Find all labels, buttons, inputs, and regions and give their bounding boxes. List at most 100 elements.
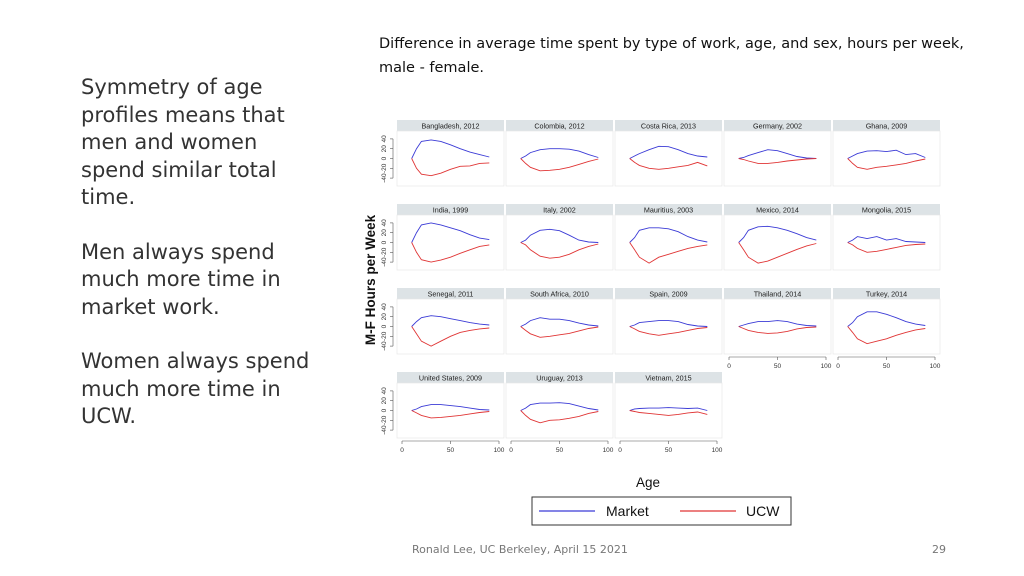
series-line-ucw-senegal-2011 bbox=[411, 326, 490, 347]
panel-plot-india-1999 bbox=[396, 214, 505, 271]
series-line-ucw-costa-rica-2013 bbox=[629, 158, 708, 170]
series-line-market-costa-rica-2013 bbox=[629, 145, 708, 159]
panel-label-senegal-2011: Senegal, 2011 bbox=[428, 289, 474, 298]
series-line-market-ghana-2009 bbox=[847, 149, 926, 159]
series-line-market-bangladesh-2012 bbox=[411, 139, 490, 159]
series-line-ucw-bangladesh-2012 bbox=[411, 158, 490, 177]
y-tick-label: 20 bbox=[381, 229, 388, 237]
panel-label-italy-2002: Italy, 2002 bbox=[543, 205, 576, 214]
series-line-market-spain-2009 bbox=[629, 320, 708, 327]
panel-plot-vietnam-2015 bbox=[614, 382, 723, 439]
panel-header-spain-2009 bbox=[615, 288, 722, 299]
panel-plot-costa-rica-2013 bbox=[614, 130, 723, 187]
x-tick-label: 0 bbox=[509, 447, 513, 454]
panel-header-thailand-2014 bbox=[724, 288, 831, 299]
x-tick-label: 100 bbox=[603, 447, 614, 454]
series-line-market-colombia-2012 bbox=[520, 148, 599, 159]
y-tick-label: -40 bbox=[381, 341, 388, 351]
y-tick-label: 0 bbox=[381, 156, 388, 160]
y-tick-label: -40 bbox=[381, 257, 388, 267]
panel-header-bangladesh-2012 bbox=[397, 120, 504, 131]
panel-label-costa-rica-2013: Costa Rica, 2013 bbox=[641, 121, 696, 130]
y-tick-label: 0 bbox=[381, 324, 388, 328]
y-tick-label: -20 bbox=[381, 247, 388, 257]
series-line-ucw-italy-2002 bbox=[520, 242, 599, 259]
x-tick-label: 0 bbox=[836, 363, 840, 370]
series-line-market-uruguay-2013 bbox=[520, 402, 599, 411]
x-tick-label: 0 bbox=[618, 447, 622, 454]
y-tick-label: 40 bbox=[381, 219, 388, 227]
panel-header-colombia-2012 bbox=[506, 120, 613, 131]
series-line-market-senegal-2011 bbox=[411, 315, 490, 327]
bullet-women-ucw: Women always spend much more time in UCW… bbox=[81, 349, 310, 428]
series-line-market-turkey-2014 bbox=[847, 311, 926, 327]
panel-label-india-1999: India, 1999 bbox=[433, 205, 469, 214]
panel-label-uruguay-2013: Uruguay, 2013 bbox=[536, 373, 583, 382]
x-tick-label: 50 bbox=[774, 363, 782, 370]
y-tick-label: -40 bbox=[381, 173, 388, 183]
panel-header-south-africa-2010 bbox=[506, 288, 613, 299]
panel-label-germany-2002: Germany, 2002 bbox=[753, 121, 802, 130]
series-line-market-mauritius-2003 bbox=[629, 227, 708, 243]
panel-label-ghana-2009: Ghana, 2009 bbox=[866, 121, 908, 130]
panel-label-colombia-2012: Colombia, 2012 bbox=[534, 121, 584, 130]
x-tick-label: 100 bbox=[712, 447, 723, 454]
panel-label-thailand-2014: Thailand, 2014 bbox=[754, 289, 802, 298]
x-tick-label: 100 bbox=[930, 363, 941, 370]
y-tick-label: -20 bbox=[381, 415, 388, 425]
series-line-ucw-india-1999 bbox=[411, 242, 490, 263]
panel-plot-mauritius-2003 bbox=[614, 214, 723, 271]
series-line-market-south-africa-2010 bbox=[520, 317, 599, 327]
series-line-ucw-spain-2009 bbox=[629, 326, 708, 336]
panel-plot-thailand-2014 bbox=[723, 298, 832, 355]
panel-label-mongolia-2015: Mongolia, 2015 bbox=[862, 205, 911, 214]
panel-header-united-states-2009 bbox=[397, 372, 504, 383]
series-line-ucw-colombia-2012 bbox=[520, 158, 599, 172]
panel-plot-bangladesh-2012 bbox=[396, 130, 505, 187]
x-tick-label: 50 bbox=[883, 363, 891, 370]
series-line-ucw-vietnam-2015 bbox=[629, 410, 708, 416]
panel-label-united-states-2009: United States, 2009 bbox=[419, 373, 482, 382]
bullet-men-market: Men always spend much more time in marke… bbox=[81, 239, 281, 319]
x-tick-label: 0 bbox=[400, 447, 404, 454]
series-line-ucw-uruguay-2013 bbox=[520, 410, 599, 424]
series-line-ucw-ghana-2009 bbox=[847, 158, 926, 170]
panel-header-costa-rica-2013 bbox=[615, 120, 722, 131]
footer-credit: Ronald Lee, UC Berkeley, April 15 2021 bbox=[412, 543, 628, 556]
x-tick-label: 0 bbox=[727, 363, 731, 370]
panel-header-germany-2002 bbox=[724, 120, 831, 131]
panel-header-india-1999 bbox=[397, 204, 504, 215]
legend-label-ucw: UCW bbox=[746, 503, 780, 519]
series-line-market-mexico-2014 bbox=[738, 225, 817, 243]
series-line-ucw-mexico-2014 bbox=[738, 242, 817, 264]
x-tick-label: 50 bbox=[556, 447, 564, 454]
panel-header-ghana-2009 bbox=[833, 120, 940, 131]
y-tick-label: 20 bbox=[381, 145, 388, 153]
x-tick-label: 100 bbox=[821, 363, 832, 370]
panel-label-spain-2009: Spain, 2009 bbox=[649, 289, 687, 298]
panel-header-senegal-2011 bbox=[397, 288, 504, 299]
y-axis-title: M-F Hours per Week bbox=[363, 214, 378, 345]
x-axis-title: Age bbox=[636, 475, 660, 490]
panel-plot-colombia-2012 bbox=[505, 130, 614, 187]
panel-header-turkey-2014 bbox=[833, 288, 940, 299]
panel-header-mongolia-2015 bbox=[833, 204, 940, 215]
panel-plot-senegal-2011 bbox=[396, 298, 505, 355]
page-number: 29 bbox=[932, 543, 946, 556]
series-line-ucw-united-states-2009 bbox=[411, 410, 490, 419]
series-line-market-united-states-2009 bbox=[411, 404, 490, 411]
y-tick-label: -20 bbox=[381, 331, 388, 341]
panel-label-vietnam-2015: Vietnam, 2015 bbox=[645, 373, 691, 382]
series-line-market-mongolia-2015 bbox=[847, 236, 926, 243]
y-tick-label: 0 bbox=[381, 408, 388, 412]
series-line-ucw-mauritius-2003 bbox=[629, 242, 708, 264]
series-line-market-italy-2002 bbox=[520, 228, 599, 243]
x-tick-label: 100 bbox=[494, 447, 505, 454]
chart-title: Difference in average time spent by type… bbox=[379, 36, 964, 76]
series-line-market-germany-2002 bbox=[738, 149, 817, 159]
panel-plot-turkey-2014 bbox=[832, 298, 941, 355]
y-tick-label: 20 bbox=[381, 397, 388, 405]
panel-header-mexico-2014 bbox=[724, 204, 831, 215]
panel-label-turkey-2014: Turkey, 2014 bbox=[866, 289, 907, 298]
x-tick-label: 50 bbox=[665, 447, 673, 454]
